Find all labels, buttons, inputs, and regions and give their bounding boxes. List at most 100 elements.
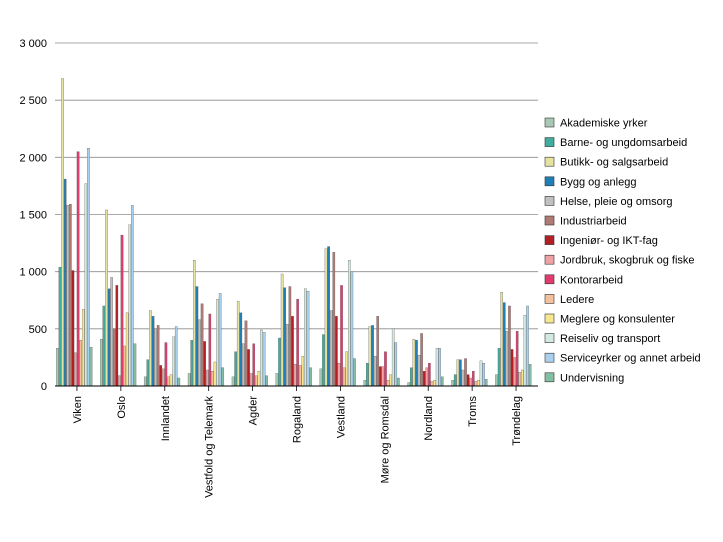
bar xyxy=(89,346,93,387)
legend-label: Reiseliv og transport xyxy=(560,333,660,345)
bar xyxy=(482,362,485,387)
bar xyxy=(133,343,137,387)
bar xyxy=(200,303,204,387)
legend-item: Ledere xyxy=(544,294,594,306)
bar xyxy=(249,373,253,387)
bar xyxy=(301,356,305,387)
legend-swatch xyxy=(544,137,555,147)
y-tick-label: 2 500 xyxy=(19,95,47,107)
bar xyxy=(508,305,511,387)
bar xyxy=(479,360,483,387)
bar xyxy=(412,338,416,387)
legend-item: Barne- og ungdomsarbeid xyxy=(544,137,687,149)
bar xyxy=(495,374,498,387)
bar xyxy=(247,349,250,387)
bar xyxy=(203,341,206,387)
bar xyxy=(283,287,287,387)
bar xyxy=(74,352,77,387)
legend-label: Serviceyrker og annet arbeid xyxy=(560,353,701,365)
bar xyxy=(384,351,387,387)
bar xyxy=(260,329,263,387)
bar xyxy=(71,270,75,387)
bar xyxy=(63,178,67,387)
legend-label: Akademiske yrker xyxy=(560,118,648,130)
x-tick-label: Agder xyxy=(248,396,260,426)
bar xyxy=(376,316,380,387)
bar xyxy=(438,348,441,387)
legend-item: Meglere og konsulenter xyxy=(544,313,675,326)
bar xyxy=(298,365,302,387)
bar xyxy=(304,288,307,387)
legend-swatch xyxy=(544,176,555,187)
bar xyxy=(154,328,157,387)
bar xyxy=(340,285,343,387)
legend-swatch xyxy=(544,235,555,245)
y-tick-label: 3 000 xyxy=(19,38,47,50)
bar xyxy=(430,381,434,387)
bar xyxy=(105,209,108,387)
bar xyxy=(461,369,465,387)
y-tick-label: 1 000 xyxy=(19,267,47,279)
legend-label: Meglere og konsulenter xyxy=(560,314,675,326)
bar xyxy=(324,248,328,387)
bar xyxy=(466,374,470,387)
bar xyxy=(433,380,436,387)
legend-item: Akademiske yrker xyxy=(544,118,648,130)
legend-label: Kontorarbeid xyxy=(560,274,623,286)
legend-item: Kontorarbeid xyxy=(544,274,623,286)
bar xyxy=(244,320,248,387)
x-tick-label: Rogaland xyxy=(292,396,304,443)
bar xyxy=(174,326,178,387)
bar xyxy=(66,205,70,387)
bar xyxy=(58,266,62,387)
bar xyxy=(146,359,150,387)
bar xyxy=(164,342,168,387)
bar xyxy=(515,330,519,387)
legend-item: Jordbruk, skogbruk og fiske xyxy=(544,254,695,267)
bar xyxy=(309,367,312,387)
bar xyxy=(162,368,165,387)
bar xyxy=(208,313,212,387)
legend-swatch xyxy=(544,196,555,206)
bar xyxy=(415,340,418,387)
bar xyxy=(386,380,390,387)
bar xyxy=(143,376,147,387)
x-tick-label: Oslo xyxy=(116,396,128,419)
bar xyxy=(172,336,175,387)
bar xyxy=(198,319,201,387)
bar xyxy=(288,286,292,387)
bar xyxy=(275,373,279,387)
bar xyxy=(231,376,235,387)
legend-swatch xyxy=(544,313,555,324)
bar xyxy=(262,332,266,387)
bar xyxy=(440,376,444,387)
bar xyxy=(329,310,333,387)
bar xyxy=(257,370,261,387)
bar xyxy=(453,374,457,387)
legend-label: Butikk- og salgsarbeid xyxy=(560,157,668,169)
bar xyxy=(513,357,516,387)
bar xyxy=(291,316,294,387)
bar xyxy=(420,333,423,387)
bar xyxy=(205,369,209,387)
bar xyxy=(500,292,503,387)
bar xyxy=(187,373,191,387)
bar xyxy=(216,298,219,387)
legend-label: Barne- og ungdomsarbeid xyxy=(560,137,687,149)
bar xyxy=(76,151,80,387)
bar xyxy=(218,293,222,387)
legend-swatch xyxy=(544,294,555,304)
bar xyxy=(350,271,354,387)
bar xyxy=(363,380,367,387)
legend-label: Ledere xyxy=(560,294,594,306)
bar xyxy=(526,305,529,387)
bar xyxy=(56,348,59,387)
bar xyxy=(211,370,214,387)
bar xyxy=(167,376,170,387)
bar xyxy=(428,362,431,387)
bar xyxy=(337,362,341,387)
bar xyxy=(451,380,454,387)
legend-swatch xyxy=(544,254,555,265)
legend-label: Bygg og anlegg xyxy=(560,176,636,188)
